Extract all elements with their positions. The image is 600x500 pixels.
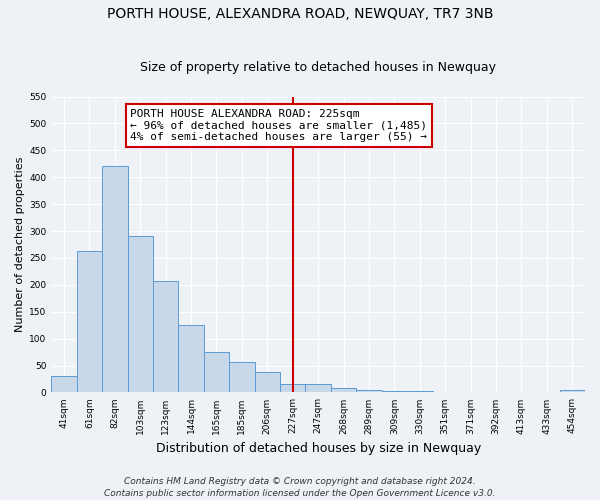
Bar — [356, 390, 382, 392]
Bar — [382, 391, 407, 392]
Bar — [102, 166, 128, 392]
Bar — [178, 324, 204, 392]
Y-axis label: Number of detached properties: Number of detached properties — [15, 157, 25, 332]
Bar — [77, 252, 102, 392]
Text: PORTH HOUSE, ALEXANDRA ROAD, NEWQUAY, TR7 3NB: PORTH HOUSE, ALEXANDRA ROAD, NEWQUAY, TR… — [107, 8, 493, 22]
Text: Contains HM Land Registry data © Crown copyright and database right 2024.
Contai: Contains HM Land Registry data © Crown c… — [104, 476, 496, 498]
Bar — [229, 362, 254, 392]
Bar — [560, 390, 585, 392]
Bar — [204, 352, 229, 393]
Bar — [51, 376, 77, 392]
Bar — [305, 384, 331, 392]
Bar — [280, 384, 305, 392]
Title: Size of property relative to detached houses in Newquay: Size of property relative to detached ho… — [140, 62, 496, 74]
Bar — [153, 281, 178, 392]
Text: PORTH HOUSE ALEXANDRA ROAD: 225sqm
← 96% of detached houses are smaller (1,485)
: PORTH HOUSE ALEXANDRA ROAD: 225sqm ← 96%… — [130, 109, 427, 142]
X-axis label: Distribution of detached houses by size in Newquay: Distribution of detached houses by size … — [155, 442, 481, 455]
Bar — [254, 372, 280, 392]
Bar — [331, 388, 356, 392]
Bar — [128, 236, 153, 392]
